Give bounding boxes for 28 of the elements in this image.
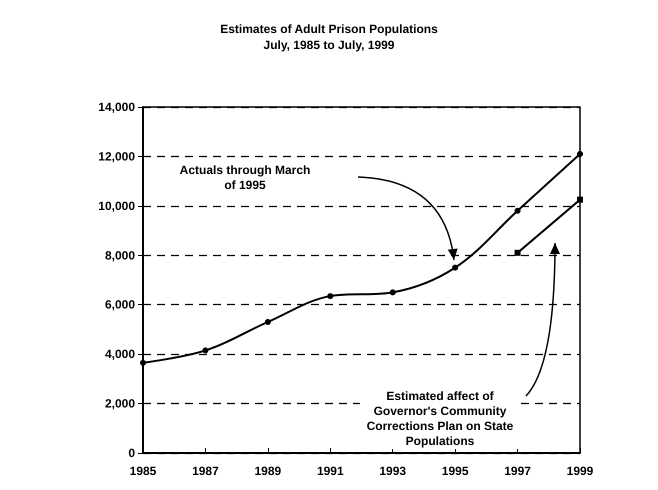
y-tick-label: 0: [128, 446, 136, 460]
y-tick-label: 6,000: [104, 298, 136, 312]
x-tick-label: 1999: [566, 464, 594, 478]
y-tick-label: 14,000: [98, 100, 136, 114]
y-tick-label: 2,000: [104, 396, 136, 411]
y-tick-label: 8,000: [104, 248, 136, 262]
y-tick-label: 4,000: [104, 347, 136, 362]
x-tick-label: 1995: [442, 464, 469, 478]
point: [264, 319, 271, 326]
point: [202, 347, 208, 354]
annotation: Estimated affect of Governor's Community Corrections Plan on State Populations: [360, 389, 520, 449]
point: [327, 293, 334, 300]
point: [390, 289, 396, 296]
point: [140, 360, 146, 366]
x-tick-label: 1993: [379, 464, 406, 478]
x-tick-label: 1987: [192, 464, 220, 478]
y-tick-label: 10,000: [98, 198, 136, 213]
x-tick-label: 1985: [130, 464, 157, 478]
x-tick-label: 1997: [504, 464, 532, 478]
point: [514, 208, 521, 214]
chart-subtitle: July, 1985 to July, 1999: [264, 38, 395, 52]
x-tick-label: 1991: [316, 464, 344, 478]
point: [452, 264, 458, 271]
x-tick-label: 1989: [254, 464, 282, 478]
point: [514, 250, 521, 256]
y-tick-label: 12,000: [98, 149, 136, 164]
annotation: Actuals through March of 1995: [175, 163, 315, 193]
chart-title: Estimates of Adult Prison Populations: [220, 22, 438, 36]
